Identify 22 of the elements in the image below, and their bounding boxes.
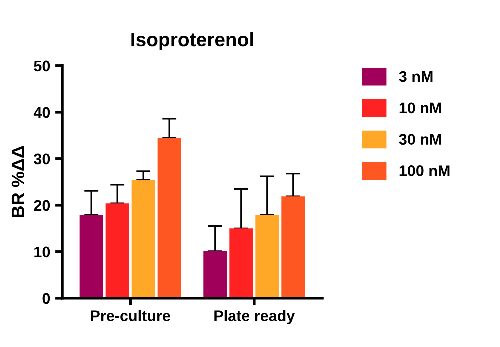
y-axis-title: BR %ΔΔ	[12, 146, 25, 218]
bar	[106, 204, 130, 298]
y-tick-label: 10	[34, 246, 50, 258]
legend-label: 100 nM	[400, 166, 450, 176]
x-tick-label: Plate ready	[214, 310, 296, 324]
legend-label: 3 nM	[399, 71, 433, 82]
bar	[204, 251, 228, 298]
bar	[256, 215, 280, 298]
y-tick-label: 0	[42, 293, 50, 304]
legend-label: 10 nM	[400, 102, 442, 114]
bar	[158, 138, 182, 298]
bar	[80, 215, 104, 298]
chart-title: Isoproterenol	[132, 32, 254, 51]
x-tick-label: Pre-culture	[91, 310, 170, 322]
y-tick-label: 50	[34, 60, 50, 72]
bar	[132, 180, 156, 298]
y-tick-label: 30	[34, 154, 50, 165]
y-tick-label: 40	[34, 107, 50, 118]
legend-label: 30 nM	[399, 134, 442, 145]
y-tick-label: 20	[34, 200, 50, 212]
bar	[282, 196, 306, 298]
bar	[230, 228, 254, 298]
